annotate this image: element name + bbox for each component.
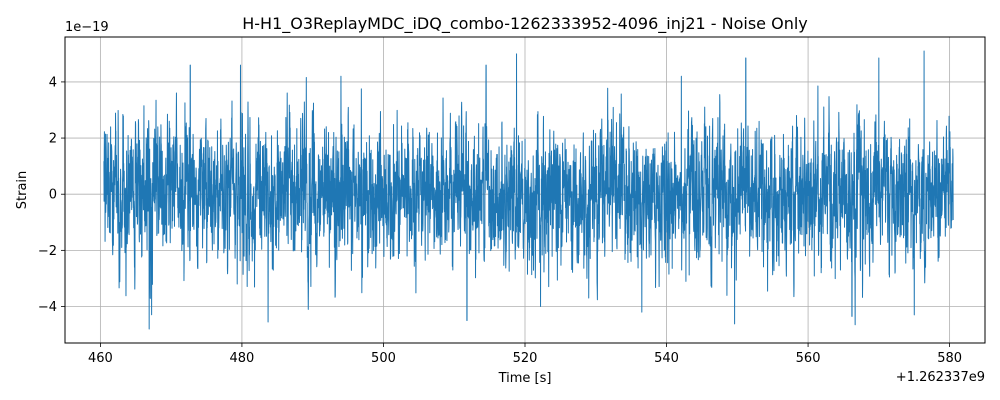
x-offset-label: +1.262337e9 (896, 370, 985, 385)
y-tick-label: −4 (38, 300, 57, 315)
x-tick-label: 520 (513, 351, 538, 366)
y-axis-label: Strain (15, 171, 30, 210)
x-tick-label: 460 (88, 351, 113, 366)
y-tick-label: 4 (49, 75, 57, 90)
chart-title: H-H1_O3ReplayMDC_iDQ_combo-1262333952-40… (242, 14, 808, 34)
x-axis-label: Time [s] (498, 371, 552, 386)
y-tick-label: 2 (49, 132, 57, 147)
y-tick-label: 0 (49, 188, 57, 203)
data-series (103, 50, 954, 330)
x-tick-label: 580 (937, 351, 962, 366)
series-line-strain (103, 50, 954, 330)
x-tick-label: 540 (654, 351, 679, 366)
axis-ticks: 460 480 500 520 540 560 580 −4 −2 0 2 4 (38, 75, 962, 366)
x-tick-label: 500 (371, 351, 396, 366)
x-tick-label: 560 (796, 351, 821, 366)
y-tick-label: −2 (38, 244, 57, 259)
y-scale-offset-label: 1e−19 (65, 20, 109, 35)
x-tick-label: 480 (230, 351, 255, 366)
